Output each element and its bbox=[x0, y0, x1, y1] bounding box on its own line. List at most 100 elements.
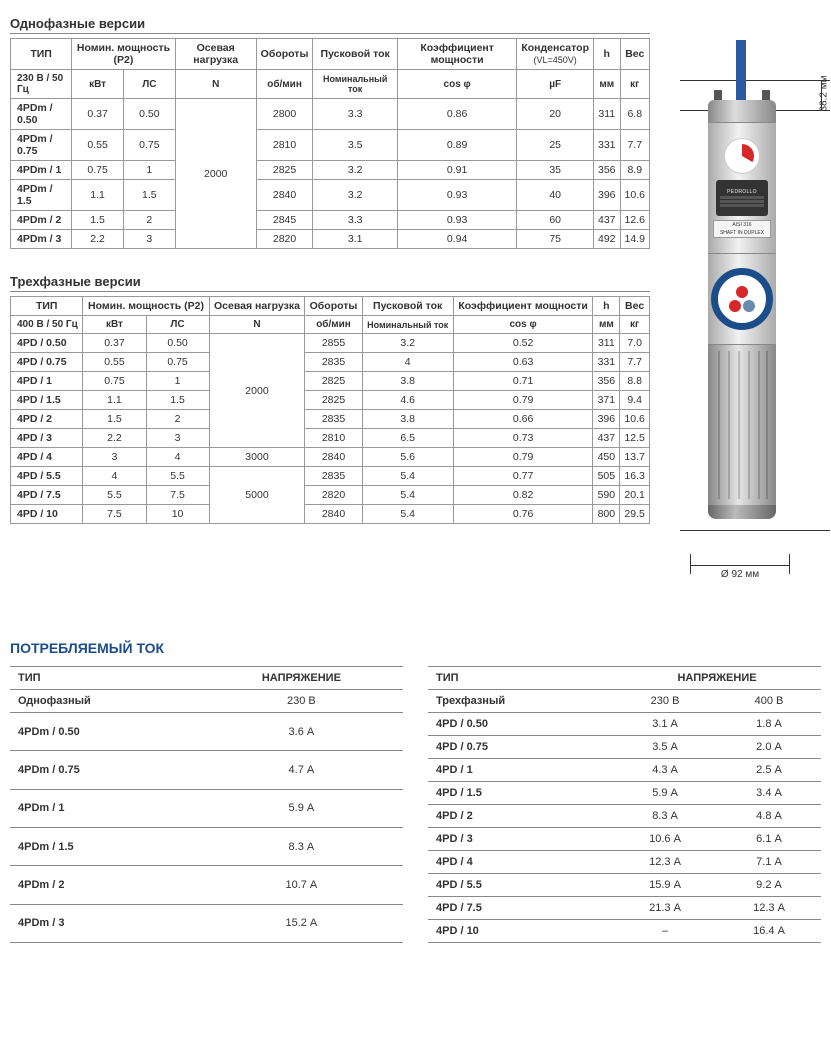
table-row: 4PDm / 2 1.5 2 2845 3.3 0.93 60 437 12.6 bbox=[11, 211, 650, 230]
amp1-cell: 12.3 А bbox=[613, 851, 717, 874]
h-cell: 505 bbox=[593, 467, 620, 486]
rpm-cell: 2820 bbox=[256, 230, 313, 249]
dim-width-label: Ø 92 мм bbox=[690, 565, 790, 580]
aisi-plate: AISI 316 SHAFT IN DUPLEX bbox=[713, 220, 771, 238]
rpm-cell: 2835 bbox=[305, 467, 362, 486]
unit-hp: ЛС bbox=[123, 70, 175, 99]
h-cell: 590 bbox=[593, 486, 620, 505]
unit-uf: µF bbox=[517, 70, 594, 99]
kw-cell: 0.37 bbox=[72, 99, 124, 130]
kw-cell: 1.5 bbox=[83, 410, 146, 429]
col-h: h bbox=[593, 297, 620, 316]
h-cell: 331 bbox=[593, 130, 620, 161]
model-cell: 4PDm / 2 bbox=[10, 866, 200, 904]
h-cell: 331 bbox=[593, 353, 620, 372]
amp2-cell: 2.0 А bbox=[717, 736, 821, 759]
unit-mm: мм bbox=[593, 316, 620, 334]
model-cell: 4PD / 3 bbox=[11, 429, 83, 448]
sc-cell: 5.4 bbox=[362, 467, 453, 486]
table-row: 4PD / 5.5 4 5.5 5000 2835 5.4 0.77 505 1… bbox=[11, 467, 650, 486]
table-row: 4PDm / 0.754.7 А bbox=[10, 751, 403, 789]
table-row: 4PD / 1.55.9 А3.4 А bbox=[428, 782, 821, 805]
amp1-cell: – bbox=[613, 920, 717, 943]
unit-cos: cos φ bbox=[397, 70, 516, 99]
rpm-cell: 2825 bbox=[256, 161, 313, 180]
model-cell: 4PD / 0.75 bbox=[428, 736, 613, 759]
pump-top-cap bbox=[708, 100, 776, 122]
hp-cell: 1.5 bbox=[146, 391, 209, 410]
col-weight: Вес bbox=[620, 297, 650, 316]
connector-right bbox=[762, 90, 770, 100]
cap-cell: 75 bbox=[517, 230, 594, 249]
amp-cell: 5.9 А bbox=[200, 789, 403, 827]
amp1-cell: 8.3 А bbox=[613, 805, 717, 828]
kw-cell: 0.75 bbox=[83, 372, 146, 391]
sc-cell: 4.6 bbox=[362, 391, 453, 410]
unit-kg: кг bbox=[620, 316, 650, 334]
phase-v2: 400 В bbox=[717, 690, 821, 713]
w-cell: 14.9 bbox=[620, 230, 649, 249]
sc-cell: 6.5 bbox=[362, 429, 453, 448]
model-cell: 4PD / 1 bbox=[11, 372, 83, 391]
w-cell: 7.7 bbox=[620, 353, 650, 372]
model-cell: 4PDm / 1 bbox=[11, 161, 72, 180]
pf-cell: 0.89 bbox=[397, 130, 516, 161]
model-cell: 4PDm / 3 bbox=[11, 230, 72, 249]
table-row: 4PD / 4 3 4 3000 2840 5.6 0.79 450 13.7 bbox=[11, 448, 650, 467]
table-row: 4PDm / 0.50 0.37 0.50 2000 2800 3.3 0.86… bbox=[11, 99, 650, 130]
pf-cell: 0.76 bbox=[453, 505, 593, 524]
unit-kw: кВт bbox=[72, 70, 124, 99]
pf-cell: 0.77 bbox=[453, 467, 593, 486]
unit-cos: cos φ bbox=[453, 316, 593, 334]
h-cell: 800 bbox=[593, 505, 620, 524]
model-cell: 4PD / 3 bbox=[428, 828, 613, 851]
pf-cell: 0.79 bbox=[453, 391, 593, 410]
cap-cell: 35 bbox=[517, 161, 594, 180]
table-row: 4PD / 10–16.4 А bbox=[428, 920, 821, 943]
header-row-1: ТИП Номин. мощность (P2) Осевая нагрузка… bbox=[11, 39, 650, 70]
sc-cell: 3.8 bbox=[362, 372, 453, 391]
phase-v1: 230 В bbox=[613, 690, 717, 713]
table-row: 4PD / 0.75 0.55 0.75 2835 4 0.63 331 7.7 bbox=[11, 353, 650, 372]
hp-cell: 3 bbox=[123, 230, 175, 249]
cap-cell: 60 bbox=[517, 211, 594, 230]
h-cell: 492 bbox=[593, 230, 620, 249]
sc-cell: 3.5 bbox=[313, 130, 398, 161]
sc-cell: 3.2 bbox=[313, 161, 398, 180]
amp1-cell: 10.6 А bbox=[613, 828, 717, 851]
sc-cell: 3.3 bbox=[313, 99, 398, 130]
h-cell: 371 bbox=[593, 391, 620, 410]
hp-cell: 10 bbox=[146, 505, 209, 524]
current-table-single: ТИП НАПРЯЖЕНИЕ Однофазный 230 В 4PDm / 0… bbox=[10, 666, 403, 943]
model-cell: 4PD / 4 bbox=[11, 448, 83, 467]
col-type: ТИП bbox=[10, 667, 200, 690]
col-type: ТИП bbox=[11, 297, 83, 316]
h-cell: 437 bbox=[593, 429, 620, 448]
table-row: 4PDm / 1.58.3 А bbox=[10, 827, 403, 865]
model-cell: 4PD / 5.5 bbox=[11, 467, 83, 486]
current-section: ПОТРЕБЛЯЕМЫЙ ТОК ТИП НАПРЯЖЕНИЕ Однофазн… bbox=[10, 640, 821, 943]
volt-line: 400 В / 50 Гц bbox=[11, 316, 83, 334]
unit-n: N bbox=[175, 70, 256, 99]
w-cell: 13.7 bbox=[620, 448, 650, 467]
sc-cell: 5.4 bbox=[362, 505, 453, 524]
rpm-cell: 2840 bbox=[256, 180, 313, 211]
amp-cell: 3.6 А bbox=[200, 713, 403, 751]
amp2-cell: 3.4 А bbox=[717, 782, 821, 805]
unit-mm: мм bbox=[593, 70, 620, 99]
pf-cell: 0.79 bbox=[453, 448, 593, 467]
rpm-cell: 2840 bbox=[305, 448, 362, 467]
phase-label: Однофазный bbox=[10, 690, 200, 713]
table-row: 4PD / 1.5 1.1 1.5 2825 4.6 0.79 371 9.4 bbox=[11, 391, 650, 410]
single-phase-title: Однофазные версии bbox=[10, 16, 650, 34]
current-table-three: ТИП НАПРЯЖЕНИЕ Трехфазный 230 В 400 В 4P… bbox=[428, 666, 821, 943]
amp1-cell: 4.3 А bbox=[613, 759, 717, 782]
col-type: ТИП bbox=[11, 39, 72, 70]
table-row: 4PD / 412.3 А7.1 А bbox=[428, 851, 821, 874]
model-cell: 4PD / 5.5 bbox=[428, 874, 613, 897]
table-row: 4PD / 310.6 А6.1 А bbox=[428, 828, 821, 851]
model-cell: 4PD / 1 bbox=[428, 759, 613, 782]
col-axial: Осевая нагрузка bbox=[209, 297, 305, 316]
amp1-cell: 3.5 А bbox=[613, 736, 717, 759]
kw-cell: 0.37 bbox=[83, 334, 146, 353]
